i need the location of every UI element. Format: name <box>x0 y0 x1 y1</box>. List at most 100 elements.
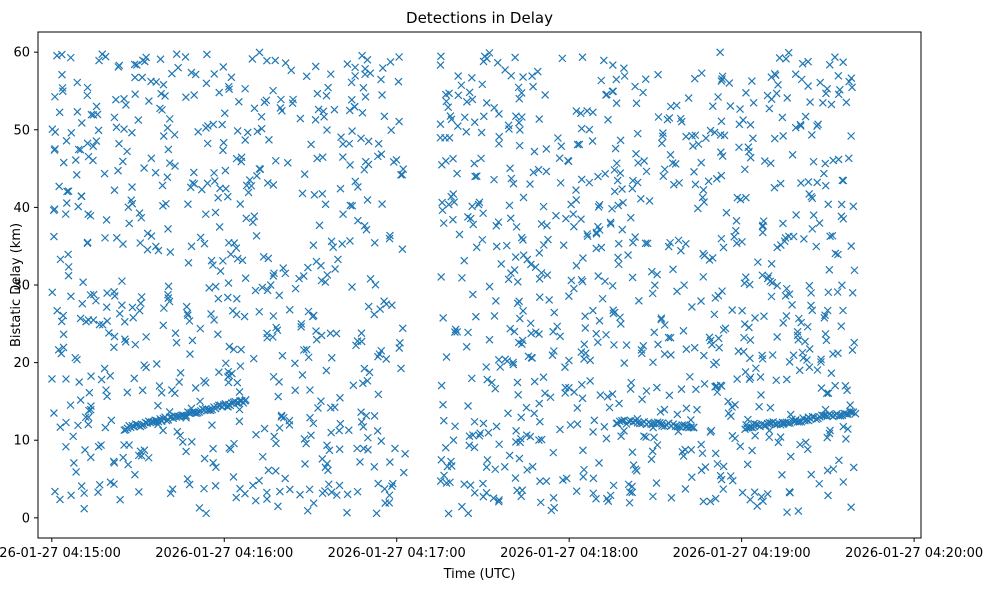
clutter-point <box>833 288 842 296</box>
clutter-point <box>768 278 777 287</box>
clutter-point <box>782 54 790 63</box>
clutter-point <box>166 248 175 257</box>
clutter-point <box>398 324 407 333</box>
clutter-point <box>387 482 396 491</box>
clutter-point <box>632 149 640 158</box>
clutter-point <box>49 409 58 417</box>
clutter-point <box>610 308 619 317</box>
clutter-point <box>606 218 615 227</box>
clutter-point <box>546 393 555 402</box>
clutter-point <box>184 200 192 209</box>
clutter-point <box>374 390 383 399</box>
clutter-point <box>281 59 290 68</box>
clutter-point <box>818 98 827 107</box>
clutter-point <box>823 306 832 315</box>
clutter-point <box>647 267 656 276</box>
clutter-point <box>200 376 208 385</box>
clutter-point <box>436 120 445 129</box>
clutter-point <box>758 271 767 280</box>
clutter-point <box>81 445 89 454</box>
clutter-point <box>262 488 271 497</box>
clutter-point <box>545 295 554 304</box>
clutter-point <box>542 477 551 486</box>
clutter-point <box>445 89 454 98</box>
clutter-point <box>714 334 723 343</box>
clutter-point <box>387 301 396 310</box>
clutter-point <box>255 476 263 485</box>
clutter-point <box>595 316 604 325</box>
clutter-point <box>164 290 172 299</box>
clutter-point <box>640 157 649 165</box>
clutter-point <box>506 164 514 173</box>
clutter-point <box>66 401 75 410</box>
clutter-point <box>401 449 410 458</box>
clutter-point <box>191 70 200 79</box>
clutter-point <box>709 360 718 369</box>
clutter-point <box>628 273 637 282</box>
clutter-point <box>577 215 585 224</box>
clutter-point <box>510 266 519 274</box>
clutter-point <box>345 139 354 148</box>
clutter-point <box>348 201 357 210</box>
clutter-point <box>59 158 68 167</box>
clutter-point <box>822 89 830 98</box>
clutter-point <box>157 89 166 98</box>
clutter-point <box>273 326 282 335</box>
clutter-point <box>77 118 86 127</box>
clutter-point <box>241 84 250 93</box>
clutter-point <box>485 48 494 57</box>
clutter-point <box>257 112 266 121</box>
clutter-point <box>690 74 699 83</box>
clutter-point <box>232 154 241 163</box>
clutter-point <box>441 157 450 165</box>
clutter-point <box>112 233 121 242</box>
clutter-point <box>782 375 791 384</box>
clutter-point <box>515 126 524 134</box>
clutter-point <box>634 158 643 167</box>
clutter-point <box>841 435 850 443</box>
clutter-point <box>522 403 531 412</box>
clutter-point <box>712 382 721 391</box>
clutter-point <box>244 188 253 197</box>
clutter-point <box>501 65 510 74</box>
clutter-point <box>190 91 199 100</box>
clutter-point <box>595 459 603 467</box>
clutter-point <box>135 209 144 217</box>
clutter-point <box>322 91 331 100</box>
clutter-point <box>187 437 196 446</box>
clutter-point <box>804 82 813 90</box>
clutter-point <box>436 133 445 142</box>
clutter-point <box>119 240 127 249</box>
clutter-point <box>602 494 611 503</box>
clutter-point <box>699 351 708 360</box>
clutter-point <box>652 479 661 488</box>
clutter-point <box>608 390 617 399</box>
clutter-point <box>808 194 817 203</box>
clutter-point <box>615 399 623 408</box>
clutter-point <box>770 134 779 143</box>
clutter-point <box>778 470 786 479</box>
clutter-point <box>122 100 130 109</box>
clutter-point <box>76 396 85 404</box>
clutter-point <box>791 123 800 132</box>
clutter-point <box>490 103 499 112</box>
clutter-point <box>595 226 604 234</box>
clutter-point <box>191 384 200 392</box>
clutter-point <box>202 79 211 88</box>
clutter-point <box>517 233 526 242</box>
clutter-point <box>784 48 793 57</box>
clutter-point <box>614 239 623 248</box>
clutter-point <box>391 444 399 453</box>
clutter-point <box>846 401 855 409</box>
clutter-point <box>689 423 698 432</box>
clutter-point <box>589 427 597 436</box>
clutter-point <box>224 82 233 91</box>
clutter-point <box>821 330 830 338</box>
clutter-point <box>710 310 719 319</box>
clutter-point <box>495 496 503 504</box>
clutter-point <box>170 130 179 139</box>
clutter-point <box>378 200 387 209</box>
clutter-point <box>115 309 124 318</box>
clutter-point <box>441 443 450 452</box>
clutter-point <box>581 349 590 358</box>
